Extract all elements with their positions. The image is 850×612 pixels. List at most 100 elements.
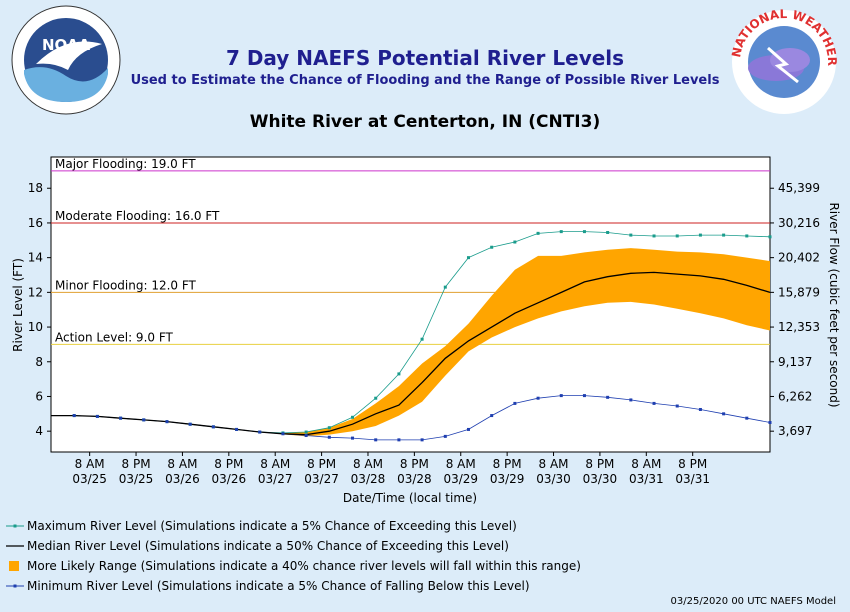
legend-item-range: More Likely Range (Simulations indicate … (6, 556, 581, 576)
min-point (235, 427, 239, 431)
flood-label-action: Action Level: 9.0 FT (55, 330, 174, 344)
min-point (582, 394, 586, 398)
x-tick-time: 8 PM (585, 457, 614, 471)
right-tick-label: 15,879 (778, 285, 820, 299)
x-tick-date: 03/28 (397, 472, 432, 486)
min-point (675, 404, 679, 408)
max-point (768, 235, 772, 239)
noaa-wordmark: NOAA (42, 36, 91, 54)
min-point (652, 401, 656, 405)
y-axis-label: River Level (FT) (11, 258, 25, 352)
legend-item-min: Minimum River Level (Simulations indicat… (6, 576, 581, 596)
legend: Maximum River Level (Simulations indicat… (6, 516, 581, 596)
min-point (304, 434, 308, 438)
x-tick-date: 03/26 (212, 472, 247, 486)
min-point (72, 414, 76, 418)
x-tick-time: 8 AM (260, 457, 290, 471)
model-run-footer: 03/25/2020 00 UTC NAEFS Model (670, 596, 837, 607)
max-point (443, 285, 447, 289)
min-point (374, 438, 378, 442)
max-point (374, 396, 378, 400)
max-point (606, 230, 610, 234)
min-point (258, 430, 262, 434)
nws-logo: NATIONAL WEATHER SERVICE (728, 8, 839, 114)
max-point (698, 233, 702, 237)
x-tick-time: 8 AM (353, 457, 383, 471)
min-point (351, 436, 355, 440)
x-tick-date: 03/25 (119, 472, 154, 486)
x-tick-time: 8 PM (400, 457, 429, 471)
x-tick-date: 03/31 (629, 472, 664, 486)
min-point (559, 394, 563, 398)
flood-label-minor: Minor Flooding: 12.0 FT (55, 278, 197, 292)
y-tick-label: 14 (28, 251, 43, 265)
x-tick-time: 8 AM (75, 457, 105, 471)
max-point (745, 234, 749, 238)
min-point (443, 434, 447, 438)
legend-item-median: Median River Level (Simulations indicate… (6, 536, 581, 556)
x-tick-time: 8 AM (167, 457, 197, 471)
x-tick-date: 03/27 (258, 472, 293, 486)
x-tick-time: 8 PM (678, 457, 707, 471)
legend-label: More Likely Range (Simulations indicate … (27, 559, 581, 573)
x-tick-time: 8 AM (446, 457, 476, 471)
x-tick-date: 03/29 (490, 472, 525, 486)
min-point (119, 416, 123, 420)
x-tick-date: 03/27 (304, 472, 339, 486)
max-point (466, 256, 470, 260)
likely-range-band (51, 248, 770, 437)
right-axis-label: River Flow (cubic feet per second) (827, 202, 841, 407)
min-point (536, 396, 540, 400)
median-level-line (51, 271, 771, 436)
y-tick-label: 12 (28, 285, 43, 299)
max-point (420, 337, 424, 341)
max-point (490, 245, 494, 249)
max-point (652, 234, 656, 238)
y-tick-label: 4 (35, 424, 43, 438)
x-tick-date: 03/30 (583, 472, 618, 486)
min-point (722, 412, 726, 416)
river-level-chart: Major Flooding: 19.0 FT Moderate Flooding… (11, 156, 841, 505)
max-point (327, 426, 331, 430)
min-point (397, 438, 401, 442)
min-point (327, 435, 331, 439)
x-tick-time: 8 PM (493, 457, 522, 471)
flood-label-moderate: Moderate Flooding: 16.0 FT (55, 209, 220, 223)
min-point (211, 425, 215, 429)
legend-swatch-point (13, 524, 17, 528)
min-point (466, 427, 470, 431)
x-tick-date: 03/25 (72, 472, 107, 486)
x-tick-time: 8 AM (631, 457, 661, 471)
legend-swatch-min (6, 584, 24, 588)
min-point (142, 418, 146, 422)
x-tick-date: 03/31 (675, 472, 710, 486)
right-tick-label: 30,216 (778, 216, 820, 230)
legend-swatch-median (6, 545, 24, 547)
noaa-logo: NOAA (11, 5, 121, 115)
min-point (490, 414, 494, 418)
right-tick-label: 3,697 (778, 424, 812, 438)
legend-swatch-fill (9, 561, 19, 571)
chart-subtitle: Used to Estimate the Chance of Flooding … (130, 73, 720, 88)
max-point (351, 415, 355, 419)
legend-label: Maximum River Level (Simulations indicat… (27, 519, 517, 533)
x-tick-date: 03/30 (536, 472, 571, 486)
x-tick-date: 03/29 (443, 472, 478, 486)
max-point (536, 231, 540, 235)
right-tick-label: 6,262 (778, 389, 812, 403)
min-point (745, 416, 749, 420)
right-tick-label: 9,137 (778, 355, 812, 369)
min-point (698, 407, 702, 411)
min-point (768, 421, 772, 424)
max-point (304, 430, 308, 434)
y-tick-label: 8 (35, 355, 43, 369)
min-point (165, 420, 169, 424)
flood-label-major: Major Flooding: 19.0 FT (55, 157, 196, 171)
min-point (513, 401, 517, 405)
min-point (606, 395, 610, 399)
min-point (629, 398, 633, 402)
y-tick-label: 16 (28, 216, 43, 230)
min-point (281, 432, 285, 436)
legend-swatch-point (13, 584, 17, 588)
max-point (513, 240, 517, 244)
